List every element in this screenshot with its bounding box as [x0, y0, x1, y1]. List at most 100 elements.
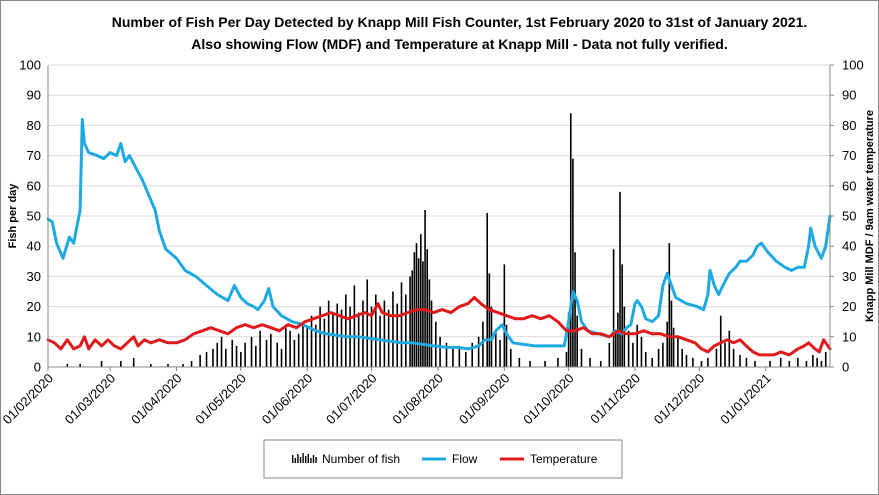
fish-bar [244, 342, 246, 367]
fish-bar [788, 360, 791, 367]
y2-tick-label: 40 [842, 239, 856, 254]
fish-bar [477, 336, 480, 367]
fish-bar [599, 360, 602, 367]
fish-bar [297, 333, 300, 367]
fish-bar [623, 306, 626, 367]
legend-fish-swatch [312, 455, 315, 463]
y2-tick-label: 90 [842, 88, 856, 103]
fish-bar [276, 342, 279, 367]
fish-bar [216, 342, 219, 367]
y-tick-label: 90 [27, 88, 41, 103]
fish-bar [428, 279, 431, 367]
fish-bar [644, 351, 647, 367]
fish-bar [452, 348, 454, 367]
fish-bar [66, 363, 69, 367]
fish-bar [422, 261, 424, 367]
fish-bar [424, 209, 426, 367]
fish-bar [387, 309, 390, 367]
y-tick-label: 100 [19, 58, 41, 73]
fish-bar [612, 249, 615, 367]
fish-bar [332, 312, 334, 367]
fish-bar [529, 360, 531, 367]
fish-bar [518, 357, 521, 367]
y-tick-label: 70 [27, 148, 41, 163]
fish-bar [220, 336, 223, 367]
fish-bar [404, 294, 407, 367]
axes [47, 64, 834, 371]
fish-bar [565, 351, 568, 367]
fish-bar [617, 312, 619, 367]
legend-fish-swatch [299, 457, 302, 463]
fish-bar [805, 360, 808, 367]
fish-bar [374, 294, 377, 367]
fish-bar [580, 348, 583, 367]
fish-bar [270, 333, 272, 367]
fish-bar [662, 342, 664, 367]
x-tick-label: 01/05/2020 [192, 371, 249, 428]
legend-fish-swatch [294, 458, 296, 463]
fish-bar [289, 330, 291, 367]
fish-bar [396, 303, 399, 367]
legend-fish-swatch [315, 457, 317, 463]
fish-bar [769, 360, 771, 367]
fish-bar [739, 354, 741, 367]
y-tick-label: 10 [27, 329, 41, 344]
fish-bar [417, 258, 420, 367]
flow-line [46, 117, 832, 351]
fish-bar [259, 330, 261, 367]
fish-bar [677, 336, 679, 367]
fish-bar [120, 360, 122, 367]
fish-bar [619, 191, 621, 367]
fish-bar [572, 158, 574, 367]
y2-tick-label: 60 [842, 178, 856, 193]
fish-bar [576, 315, 578, 367]
y-tick-label: 40 [27, 239, 41, 254]
fish-bar [651, 357, 653, 367]
fish-bar [715, 348, 718, 367]
fish-bar [692, 357, 694, 367]
fish-bar [340, 309, 343, 367]
y2-tick-label: 70 [842, 148, 856, 163]
legend-fish-swatch [307, 454, 309, 463]
y-tick-label: 30 [27, 269, 41, 284]
fish-bar [190, 360, 193, 367]
fish-bar [439, 336, 441, 367]
fish-bar [557, 357, 559, 367]
fish-bar [150, 363, 152, 367]
fish-bar [482, 321, 484, 367]
fish-bar [754, 360, 756, 367]
fish-bar [323, 318, 326, 367]
x-tick-label: 01/10/2020 [520, 371, 577, 428]
fish-bar [392, 291, 394, 367]
fish-bar [812, 354, 814, 367]
y2-axis-label: Knapp Mill MDF / 9am water temperature [864, 110, 876, 322]
fish-bar [471, 342, 474, 367]
fish-bar [464, 351, 467, 367]
x-tick-label: 01/07/2020 [323, 371, 380, 428]
fish-bar [100, 360, 103, 367]
fish-bar [426, 249, 429, 367]
fish-bar [509, 348, 512, 367]
x-tick-label: 01/08/2020 [389, 371, 446, 428]
fish-bar [231, 339, 234, 367]
fish-bar [235, 345, 238, 367]
fish-bar [379, 315, 381, 367]
legend-fish-swatch [310, 458, 312, 463]
fish-bar [370, 306, 373, 367]
fish-bar [569, 113, 572, 367]
temperature-line [46, 296, 832, 357]
fish-bar [383, 300, 386, 367]
y2-tick-label: 10 [842, 329, 856, 344]
fish-bar [670, 300, 673, 367]
fish-bar [505, 324, 508, 367]
fish-bar [199, 354, 201, 367]
y2-tick-label: 50 [842, 209, 856, 224]
fish-bar [681, 348, 683, 367]
y-tick-label: 60 [27, 178, 41, 193]
fish-bar [205, 351, 208, 367]
fish-bar [445, 342, 448, 367]
fish-bar [657, 348, 660, 367]
fish-bar [430, 300, 433, 367]
fish-bar [589, 357, 591, 367]
fish-bar [353, 285, 356, 367]
